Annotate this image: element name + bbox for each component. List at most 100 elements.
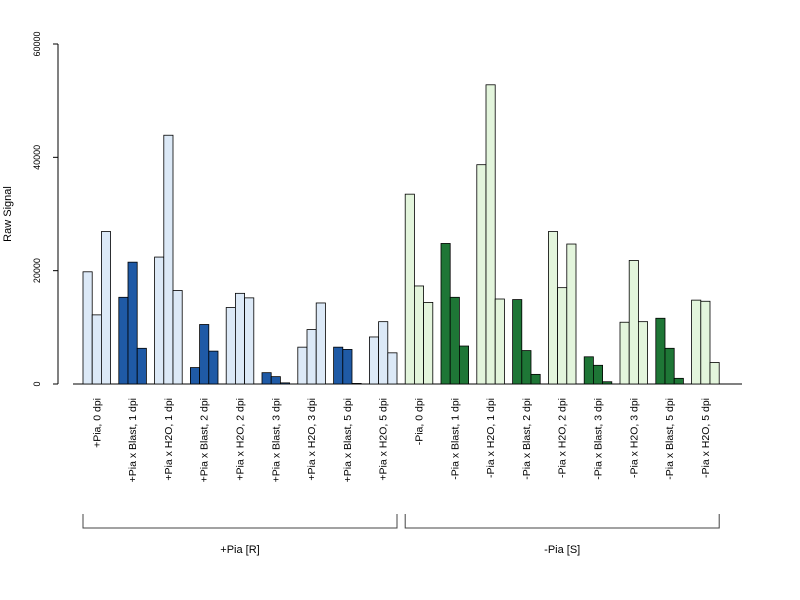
bar [548,231,559,385]
bar [494,298,505,385]
bar [485,84,496,385]
x-tick-label: -Pia x Blast, 5 dpi [664,398,676,480]
bar [602,381,613,385]
bar [279,382,290,385]
y-tick-label: 20000 [32,258,42,283]
x-tick-label: -Pia x Blast, 2 dpi [521,398,533,480]
bar [315,302,326,385]
bar [154,256,165,385]
x-tick-label: +Pia x Blast, 5 dpi [342,398,354,482]
bar [208,350,219,385]
bar [378,321,389,385]
x-tick-label: -Pia x Blast, 1 dpi [449,398,461,480]
bar [512,299,523,385]
bar-group [512,299,541,385]
bar [655,317,666,385]
bar [404,193,415,385]
y-tick-label: 0 [32,381,42,386]
bar [673,377,684,385]
bar-group [691,299,720,385]
y-axis-label: Raw Signal [2,186,14,242]
bar [691,299,702,385]
bar-group [404,193,434,385]
bar [118,296,129,385]
bar [530,373,541,385]
group-bracket-line [404,514,720,529]
bar-group [118,261,147,385]
x-tick-label: -Pia x H2O, 1 dpi [485,398,497,478]
bar [664,347,675,385]
bar-group [440,243,469,385]
bar-group [655,317,684,385]
bar-group [548,231,577,385]
y-tick-label: 40000 [32,145,42,170]
bar [458,345,469,385]
bar [566,243,577,385]
group-bracket-line [82,514,398,529]
bar-group [225,292,255,385]
bar [423,301,434,385]
x-tick-label: -Pia x H2O, 5 dpi [700,398,712,478]
bar [413,285,424,385]
bar [306,329,317,385]
bar [583,356,594,385]
bar [199,324,210,385]
bar [136,347,147,385]
bar [709,362,720,385]
bar [387,352,398,385]
y-axis: 0 20000 40000 60000 [32,31,59,387]
bar-group [189,324,219,385]
group-label: -Pia [S] [544,544,580,556]
bar [82,271,93,385]
x-tick-label: +Pia x H2O, 3 dpi [306,398,318,481]
bar-group [619,260,649,385]
bar-group [583,356,613,385]
group-bracket: -Pia [S] [404,514,720,556]
bar [297,346,308,385]
bar [700,300,711,385]
group-bracket: +Pia [R] [82,514,398,556]
bar [619,321,630,385]
bar [333,346,344,385]
bar-group [82,231,112,385]
bar-group [476,84,505,385]
x-tick-labels: +Pia, 0 dpi +Pia x Blast, 1 dpi +Pia x H2O… [91,398,712,482]
bar-group [154,134,183,385]
bar [593,364,604,385]
bar [244,297,255,385]
x-tick-label: +Pia x Blast, 2 dpi [199,398,211,482]
x-tick-label: -Pia x Blast, 3 dpi [593,398,605,480]
bar-group [333,346,362,385]
bar [101,231,112,385]
x-tick-label: +Pia, 0 dpi [91,398,103,448]
bar [351,383,362,385]
bar [449,296,460,385]
group-label: +Pia [R] [220,544,259,556]
bar [189,367,200,385]
x-tick-label: -Pia x H2O, 2 dpi [557,398,569,478]
bar [628,260,639,385]
x-tick-label: +Pia x H2O, 5 dpi [378,398,390,481]
x-tick-label: +Pia x H2O, 2 dpi [235,398,247,481]
bar [225,307,236,385]
group-brackets: +Pia [R] -Pia [S] [82,514,720,556]
bar-group [297,302,326,385]
bar [476,164,487,385]
bar-group [368,321,398,385]
bar [440,243,451,385]
bar [638,321,649,385]
x-tick-label: +Pia x Blast, 3 dpi [270,398,282,482]
bar [234,292,245,385]
bar [91,314,102,385]
bar [261,372,272,385]
x-tick-label: +Pia x H2O, 1 dpi [163,398,175,481]
bar [368,336,379,385]
x-tick-label: -Pia x H2O, 3 dpi [628,398,640,478]
bar-group [261,372,290,385]
bar [163,134,174,385]
bar [127,261,138,385]
bar [342,349,353,385]
bar [270,376,281,385]
bar [521,350,532,385]
